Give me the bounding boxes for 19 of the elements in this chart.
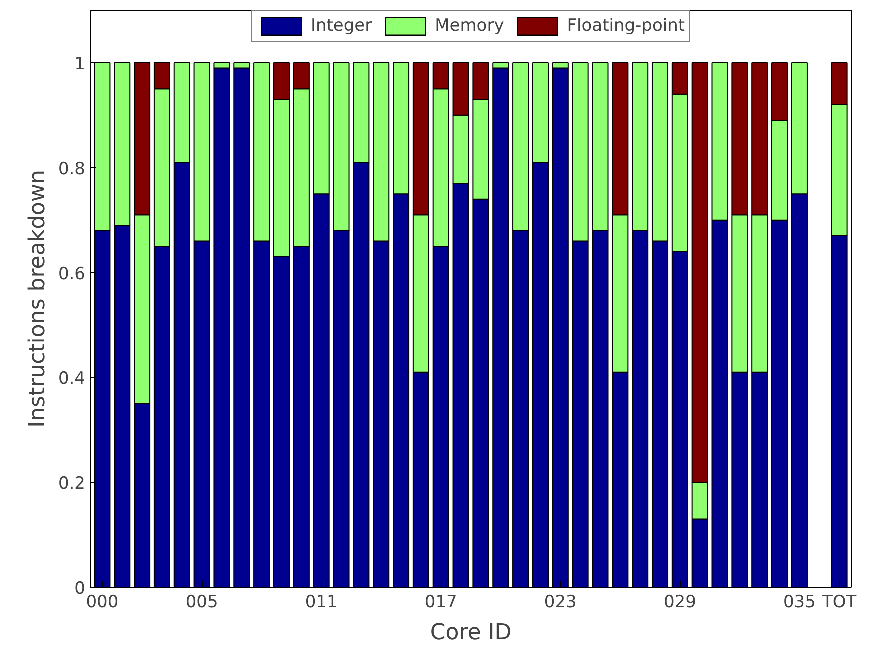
legend-label: Floating-point [567, 16, 686, 36]
x-tick-label: 005 [186, 592, 218, 612]
x-tick-label: TOT [821, 592, 858, 612]
x-tick-label: 029 [664, 592, 696, 612]
x-tick-label: 023 [544, 592, 577, 612]
x-tick-label: 017 [424, 592, 458, 612]
y-tick-label: 0.4 [58, 369, 86, 390]
y-axis-title: Instructions breakdown [25, 170, 50, 428]
x-tick-label: 000 [86, 592, 119, 612]
legend-label: Integer [310, 16, 372, 36]
y-tick-label: 0.6 [58, 264, 86, 284]
y-tick-label: 0 [74, 579, 86, 599]
y-tick-label: 0.8 [58, 159, 86, 180]
y-tick-label: 0.2 [58, 474, 86, 494]
y-tick-label: 1 [74, 54, 86, 74]
legend-label: Memory [435, 16, 504, 36]
x-tick-label: 011 [305, 592, 338, 612]
x-axis-title: Core ID [430, 620, 512, 646]
x-tick-label: 035 [783, 592, 816, 612]
